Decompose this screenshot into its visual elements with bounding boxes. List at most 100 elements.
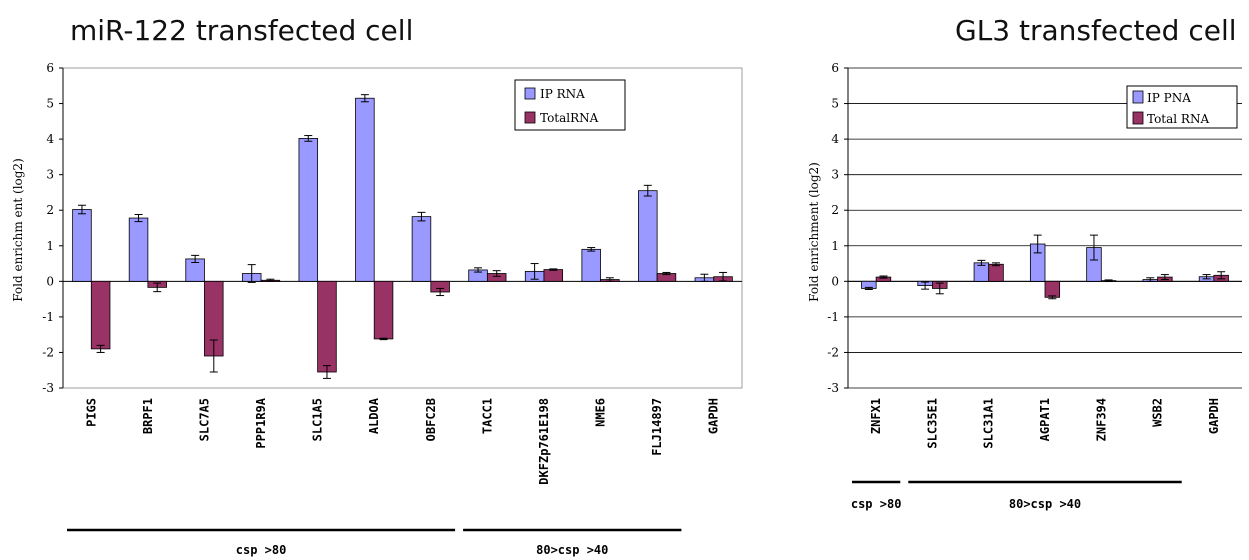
error-bar: [719, 271, 728, 282]
group-label: 80>csp >40: [1009, 497, 1081, 511]
error-bar: [1217, 271, 1226, 280]
error-bar: [134, 213, 143, 223]
error-bar: [662, 271, 671, 276]
category-label: AGPAT1: [1038, 398, 1052, 441]
y-tick-label: -1: [827, 310, 839, 324]
group-label: 80>csp >40: [536, 543, 608, 557]
y-tick-label: 6: [46, 61, 54, 75]
error-bar: [209, 339, 218, 373]
error-bar: [643, 184, 652, 197]
error-bar: [879, 275, 888, 279]
error-bar: [935, 282, 944, 295]
y-tick-label: 5: [831, 97, 839, 111]
legend: IP RNA TotalRNA: [514, 79, 626, 131]
y-tick-label: 3: [46, 168, 54, 182]
category-label: ALDOA: [367, 397, 381, 434]
bar-total: [543, 269, 564, 282]
legend: IP PNA Total RNA: [1126, 85, 1238, 129]
bar-total: [317, 280, 337, 373]
legend-swatch-total: [524, 111, 536, 124]
bar-ip: [581, 248, 601, 282]
category-label: WSB2: [1151, 398, 1165, 427]
group-label: csp >80: [236, 543, 287, 557]
bar-ip: [638, 190, 658, 282]
y-tick-label: 0: [46, 274, 54, 288]
error-bar: [77, 204, 86, 215]
legend-label-total: TotalRNA: [540, 111, 599, 125]
plot-area: 6 5 4 3 2 1 0 -1 -2 -3 ZNFX1 SLC35E1 SLC31A1 AGPAT1 ZN…: [827, 61, 1242, 449]
group-label: csp >80: [851, 497, 902, 511]
y-axis-label: Fold enrichment (log2): [807, 162, 821, 302]
chart-mir122: miR-122 transfected cell Fold enrichm en…: [11, 14, 743, 557]
bar-total: [373, 280, 394, 340]
group-labels: csp >80 80>csp >40: [851, 480, 1182, 511]
legend-label-ip: IP PNA: [1147, 91, 1191, 105]
y-tick-label: -1: [42, 310, 54, 324]
category-label: PPP1R9A: [254, 397, 268, 448]
error-bar: [492, 270, 501, 277]
bar-total: [1044, 280, 1061, 298]
category-label: ZNFX1: [869, 398, 883, 434]
category-label: OBFC2B: [424, 398, 438, 441]
category-label: GAPDH: [1207, 398, 1221, 434]
y-tick-label: -3: [42, 381, 54, 395]
y-tick-label: 6: [831, 61, 839, 75]
legend-swatch-total: [1132, 111, 1144, 125]
error-bar: [605, 277, 614, 282]
y-tick-label: 0: [831, 274, 839, 288]
error-bar: [549, 268, 558, 271]
error-bar: [1033, 234, 1042, 254]
category-label: SLC7A5: [197, 398, 211, 441]
error-bar: [417, 211, 426, 222]
error-bar: [1048, 295, 1057, 300]
error-bar: [1160, 274, 1169, 281]
group-labels: csp >80 80>csp >40: [67, 528, 682, 557]
plot-area: 6 5 4 3 2 1 0 -1 -2 -3 PIGS BRPF1 SLC7A5 PPP1R9A SLC1A…: [42, 61, 743, 485]
category-label: PIGS: [84, 398, 98, 427]
error-bar: [153, 282, 162, 293]
y-tick-label: 4: [46, 132, 54, 146]
error-bar: [247, 264, 256, 283]
error-bar: [379, 337, 388, 341]
error-bar: [96, 344, 105, 353]
category-label: BRPF1: [141, 398, 155, 434]
category-label: SLC31A1: [982, 398, 996, 449]
error-bar: [992, 262, 1001, 267]
legend-label-ip: IP RNA: [540, 87, 585, 101]
error-bar: [266, 278, 275, 282]
category-label: SLC35E1: [925, 398, 939, 449]
error-bar: [322, 365, 331, 379]
y-tick-label: 2: [46, 203, 54, 217]
bar-total: [988, 263, 1004, 282]
bar-ip: [411, 216, 432, 282]
y-tick-label: 5: [46, 97, 54, 111]
bar-ip: [72, 209, 92, 282]
bar-ip: [298, 137, 319, 282]
error-bar: [1146, 277, 1155, 282]
error-bar: [360, 94, 369, 103]
error-bar: [436, 287, 445, 297]
error-bar: [1202, 274, 1211, 280]
error-bar: [1104, 279, 1113, 282]
legend-swatch-ip: [524, 87, 536, 100]
legend-box: [1126, 85, 1238, 129]
error-bar: [977, 259, 986, 266]
error-bar: [474, 267, 483, 273]
y-tick-label: -2: [827, 345, 839, 359]
legend-swatch-ip: [1132, 90, 1144, 104]
y-tick-label: 2: [831, 203, 839, 217]
error-bar: [191, 254, 200, 263]
error-bar: [530, 263, 539, 280]
chart-title: GL3 transfected cell: [955, 14, 1237, 47]
bar-ip: [128, 217, 149, 282]
category-label: TACC1: [480, 398, 494, 434]
error-bar: [587, 247, 596, 252]
category-label: NME6: [594, 398, 608, 427]
category-label: DKFZp761E198: [537, 398, 551, 485]
error-bar: [304, 135, 313, 142]
bar-ip: [355, 97, 375, 282]
y-tick-label: -3: [827, 381, 839, 395]
error-bar: [864, 286, 873, 291]
y-tick-label: 1: [46, 239, 54, 253]
